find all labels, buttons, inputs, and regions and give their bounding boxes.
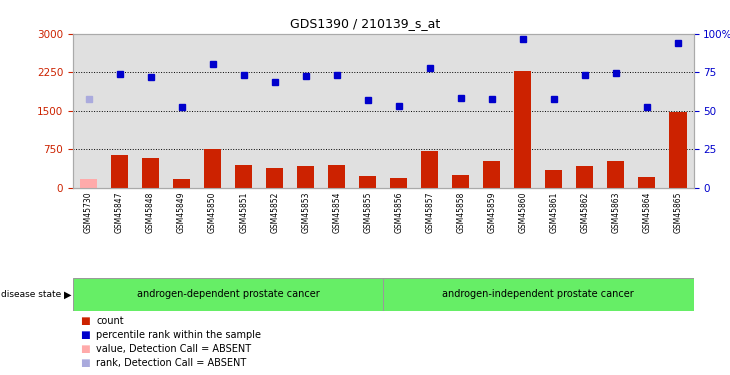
Bar xyxy=(483,161,500,188)
Text: GSM45854: GSM45854 xyxy=(332,192,341,233)
Text: GSM45861: GSM45861 xyxy=(550,192,558,233)
Bar xyxy=(204,149,221,188)
Text: GSM45857: GSM45857 xyxy=(426,192,434,233)
Bar xyxy=(328,165,345,188)
Bar xyxy=(359,176,376,188)
Bar xyxy=(111,155,128,188)
Text: GSM45865: GSM45865 xyxy=(674,192,683,233)
Bar xyxy=(669,112,686,188)
Text: GSM45853: GSM45853 xyxy=(301,192,310,233)
Text: GSM45730: GSM45730 xyxy=(84,192,93,233)
Bar xyxy=(545,170,562,188)
Bar xyxy=(80,179,97,188)
Text: percentile rank within the sample: percentile rank within the sample xyxy=(96,330,261,340)
Bar xyxy=(266,168,283,188)
Text: androgen-dependent prostate cancer: androgen-dependent prostate cancer xyxy=(137,290,320,299)
Text: ■: ■ xyxy=(80,344,90,354)
Text: GSM45859: GSM45859 xyxy=(488,192,496,233)
Text: GSM45864: GSM45864 xyxy=(642,192,651,233)
Text: GSM45849: GSM45849 xyxy=(177,192,186,233)
Text: GDS1390 / 210139_s_at: GDS1390 / 210139_s_at xyxy=(290,17,440,30)
Text: GSM45847: GSM45847 xyxy=(115,192,124,233)
Text: GSM45855: GSM45855 xyxy=(364,192,372,233)
Text: GSM45856: GSM45856 xyxy=(394,192,403,233)
Text: ■: ■ xyxy=(80,330,90,340)
Text: GSM45860: GSM45860 xyxy=(518,192,527,233)
Bar xyxy=(515,71,531,188)
Text: androgen-independent prostate cancer: androgen-independent prostate cancer xyxy=(442,290,634,299)
Bar xyxy=(577,166,593,188)
Text: GSM45851: GSM45851 xyxy=(239,192,248,233)
Text: rank, Detection Call = ABSENT: rank, Detection Call = ABSENT xyxy=(96,358,247,368)
Text: count: count xyxy=(96,316,124,326)
Bar xyxy=(391,178,407,188)
Bar xyxy=(421,151,438,188)
Bar xyxy=(142,158,159,188)
Text: disease state: disease state xyxy=(1,290,62,299)
Text: GSM45858: GSM45858 xyxy=(456,192,465,233)
Text: ■: ■ xyxy=(80,316,90,326)
Text: ■: ■ xyxy=(80,358,90,368)
Bar xyxy=(453,175,469,188)
Text: GSM45848: GSM45848 xyxy=(146,192,155,233)
Bar xyxy=(297,166,314,188)
Bar xyxy=(173,178,190,188)
Text: GSM45863: GSM45863 xyxy=(612,192,620,233)
Bar xyxy=(383,278,694,311)
Text: value, Detection Call = ABSENT: value, Detection Call = ABSENT xyxy=(96,344,251,354)
Text: GSM45850: GSM45850 xyxy=(208,192,217,233)
Text: GSM45862: GSM45862 xyxy=(580,192,589,233)
Bar xyxy=(235,165,252,188)
Text: GSM45852: GSM45852 xyxy=(270,192,279,233)
Text: ▶: ▶ xyxy=(64,290,72,299)
Bar xyxy=(73,278,383,311)
Bar xyxy=(639,177,656,188)
Bar xyxy=(607,161,624,188)
